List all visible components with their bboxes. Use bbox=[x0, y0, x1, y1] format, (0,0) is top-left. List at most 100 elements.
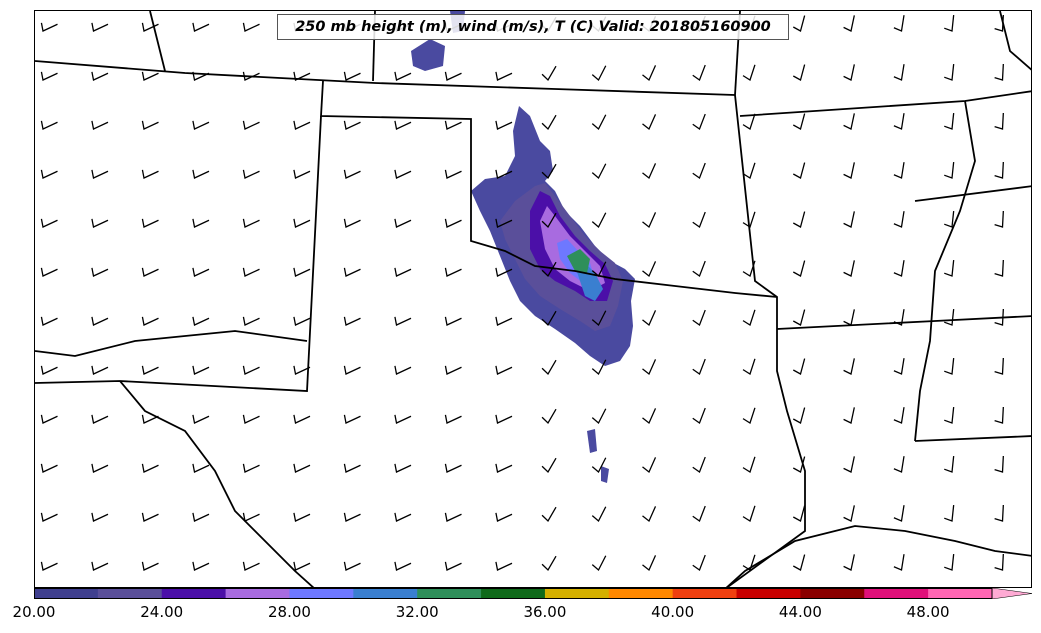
wind-barb-icon bbox=[742, 309, 756, 326]
wind-barb-icon bbox=[141, 218, 159, 228]
colorbar-segment bbox=[34, 588, 99, 599]
wind-barb-icon bbox=[944, 64, 955, 81]
wind-barb-icon bbox=[994, 553, 1004, 571]
wind-barb-icon bbox=[944, 15, 955, 32]
wind-barb-icon bbox=[242, 561, 260, 571]
wind-barb-icon bbox=[944, 113, 955, 130]
wind-barb-icon bbox=[642, 114, 657, 131]
wind-barb-icon bbox=[843, 211, 855, 228]
wind-barb-icon bbox=[192, 218, 210, 228]
wind-barb-icon bbox=[91, 512, 109, 522]
wind-barb-icon bbox=[692, 260, 706, 278]
wind-barb-icon bbox=[91, 120, 109, 130]
wind-barb-icon bbox=[293, 512, 311, 522]
wind-barb-icon bbox=[591, 65, 607, 82]
kansas-north-border bbox=[35, 60, 736, 96]
wind-barb-icon bbox=[893, 358, 905, 375]
wind-barb-icon bbox=[293, 218, 311, 228]
wind-barb-icon bbox=[242, 22, 260, 32]
arkansas-louisiana-border bbox=[776, 315, 1031, 330]
wind-barb-icon bbox=[591, 555, 607, 572]
wind-barb-icon bbox=[40, 365, 58, 375]
wind-barb-icon bbox=[394, 414, 412, 424]
wind-barb-icon bbox=[293, 365, 311, 375]
state-boundaries bbox=[35, 11, 1031, 587]
wind-barb-icon bbox=[944, 211, 955, 228]
wind-barb-icon bbox=[792, 260, 806, 277]
wind-barb-icon bbox=[343, 512, 361, 522]
wind-barb-icon bbox=[293, 463, 311, 473]
wind-barb-icon bbox=[192, 71, 210, 81]
wind-barb-icon bbox=[541, 457, 557, 474]
wind-barb-icon bbox=[591, 163, 607, 180]
wind-barb-icon bbox=[91, 414, 109, 424]
wind-barb-icon bbox=[742, 64, 756, 81]
wind-barb-icon bbox=[293, 267, 311, 277]
wind-barb-icon bbox=[141, 267, 159, 277]
wind-barb-icon bbox=[343, 120, 361, 130]
wind-barb-icon bbox=[394, 561, 412, 571]
colorbar-segment bbox=[672, 588, 738, 599]
wind-barb-icon bbox=[141, 316, 159, 326]
wind-barb-icon bbox=[843, 358, 855, 375]
wind-barb-icon bbox=[541, 408, 557, 425]
wind-barb-icon bbox=[994, 210, 1004, 228]
wind-barb-icon bbox=[893, 162, 905, 179]
wind-barb-icon bbox=[692, 211, 706, 229]
wind-barb-icon bbox=[893, 64, 905, 81]
wind-barb-icon bbox=[495, 316, 513, 326]
colorbar-tick-label: 40.00 bbox=[651, 603, 695, 621]
wind-barb-icon bbox=[944, 554, 955, 571]
wind-barb-icon bbox=[495, 218, 513, 228]
colorbar-segment bbox=[608, 588, 674, 599]
wind-barb-icon bbox=[293, 169, 311, 179]
colorbar-segment bbox=[864, 588, 929, 599]
wind-barb-icon bbox=[893, 211, 905, 228]
wind-barb-icon bbox=[192, 561, 210, 571]
wind-barb-icon bbox=[40, 414, 58, 424]
wind-barb-icon bbox=[742, 162, 756, 179]
wind-barb-icon bbox=[91, 169, 109, 179]
wind-barb-icon bbox=[692, 554, 706, 572]
texas-rio-grande bbox=[119, 380, 315, 587]
wind-barb-icon bbox=[192, 414, 210, 424]
wind-barb-icon bbox=[91, 71, 109, 81]
wind-barb-icon bbox=[994, 357, 1004, 375]
wind-barb-icon bbox=[692, 309, 706, 327]
wind-barb-icon bbox=[944, 505, 955, 522]
wind-barb-icon bbox=[591, 506, 607, 523]
wind-barb-icon bbox=[994, 112, 1004, 130]
wind-barb-icon bbox=[444, 365, 462, 375]
wind-barb-icon bbox=[893, 15, 905, 32]
wind-barb-icon bbox=[944, 358, 955, 375]
wind-barb-icon bbox=[343, 169, 361, 179]
wind-barb-icon bbox=[394, 463, 412, 473]
wind-barb-icon bbox=[394, 316, 412, 326]
wind-barb-icon bbox=[994, 161, 1004, 179]
wind-barb-icon bbox=[242, 512, 260, 522]
mississippi-river bbox=[914, 100, 976, 442]
wind-barb-icon bbox=[994, 504, 1004, 522]
wind-barb-icon bbox=[994, 63, 1004, 81]
colorbar-segment bbox=[736, 588, 801, 599]
wind-barb-icon bbox=[792, 309, 806, 326]
wind-barb-icon bbox=[343, 316, 361, 326]
wind-barb-icon bbox=[692, 113, 706, 131]
wind-barb-icon bbox=[343, 218, 361, 228]
gulf-coast bbox=[725, 525, 1031, 587]
wind-barb-icon bbox=[91, 365, 109, 375]
arkansas-louisiana-texas-border bbox=[726, 94, 806, 587]
wind-barb-icon bbox=[141, 512, 159, 522]
wind-barb-icon bbox=[843, 64, 855, 81]
oklahoma-border bbox=[320, 80, 778, 298]
colorbar-segment bbox=[481, 588, 546, 599]
wind-barb-icon bbox=[40, 561, 58, 571]
wind-barb-icon bbox=[692, 505, 706, 523]
wind-barb-icon bbox=[293, 120, 311, 130]
colorbar-segment bbox=[353, 588, 418, 599]
colorbar-tick-label: 24.00 bbox=[140, 603, 184, 621]
wind-barb-icon bbox=[893, 113, 905, 130]
wind-barb-icon bbox=[343, 365, 361, 375]
wind-barb-icon bbox=[192, 120, 210, 130]
wind-barb-icon bbox=[141, 22, 159, 32]
